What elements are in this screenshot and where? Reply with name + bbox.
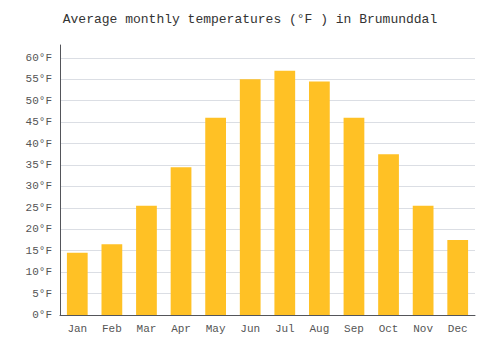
svg-text:Dec: Dec	[448, 323, 468, 335]
svg-text:0°F: 0°F	[32, 309, 52, 321]
svg-text:50°F: 50°F	[26, 95, 52, 107]
svg-text:Jun: Jun	[240, 323, 260, 335]
svg-text:Aug: Aug	[309, 323, 329, 335]
svg-text:10°F: 10°F	[26, 266, 52, 278]
svg-text:60°F: 60°F	[26, 52, 52, 64]
svg-text:May: May	[206, 323, 226, 335]
svg-text:55°F: 55°F	[26, 73, 52, 85]
svg-text:Jul: Jul	[275, 323, 295, 335]
svg-text:Sep: Sep	[344, 323, 364, 335]
svg-text:Mar: Mar	[137, 323, 157, 335]
svg-text:Jan: Jan	[67, 323, 87, 335]
svg-text:Feb: Feb	[102, 323, 122, 335]
svg-text:Oct: Oct	[379, 323, 399, 335]
svg-text:20°F: 20°F	[26, 223, 52, 235]
svg-text:45°F: 45°F	[26, 116, 52, 128]
svg-text:40°F: 40°F	[26, 138, 52, 150]
svg-text:15°F: 15°F	[26, 245, 52, 257]
svg-text:30°F: 30°F	[26, 180, 52, 192]
svg-text:25°F: 25°F	[26, 202, 52, 214]
svg-text:Average monthly temperatures (: Average monthly temperatures (°F ) in Br…	[63, 12, 438, 27]
svg-text:Apr: Apr	[171, 323, 191, 335]
svg-text:Nov: Nov	[413, 323, 433, 335]
svg-text:5°F: 5°F	[32, 288, 52, 300]
svg-text:35°F: 35°F	[26, 159, 52, 171]
